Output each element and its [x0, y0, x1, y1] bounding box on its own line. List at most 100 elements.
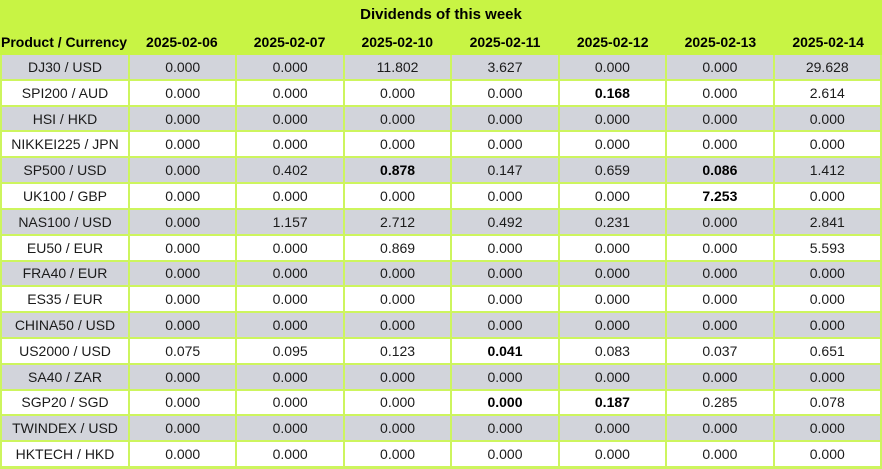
dividend-cell: 0.083: [559, 338, 666, 363]
dividend-cell: 11.802: [344, 55, 451, 79]
dividend-cell: 0.000: [452, 442, 558, 466]
dividend-cell: 0.000: [667, 235, 773, 260]
dividend-cell: 0.000: [130, 132, 236, 157]
product-currency-header: Product / Currency: [0, 33, 128, 50]
dividend-cell: 0.000: [237, 132, 343, 157]
dividend-cell: 0.000: [130, 55, 236, 79]
dividend-cell: 0.187: [559, 390, 666, 415]
dividend-cell: 3.627: [452, 55, 558, 79]
dividend-cell: 0.000: [774, 106, 880, 131]
dividend-cell: 0.000: [130, 390, 236, 415]
dividend-cell: 0.000: [774, 132, 880, 157]
dividend-cell: 0.075: [130, 338, 236, 363]
dividend-cell: 0.086: [667, 158, 773, 183]
dividend-cell: 0.231: [559, 209, 666, 234]
dividend-cell: 0.000: [130, 106, 236, 131]
dividend-cell: 0.000: [559, 132, 666, 157]
dividend-cell: 0.000: [559, 287, 666, 312]
dividend-cell: 0.000: [130, 416, 236, 441]
dividend-cell: 0.123: [344, 338, 451, 363]
date-header: 2025-02-14: [792, 33, 864, 50]
dividend-cell: 0.000: [774, 364, 880, 389]
dividend-cell: 0.000: [667, 80, 773, 105]
dividend-cell: 0.000: [237, 442, 343, 466]
dividend-cell: 0.000: [130, 364, 236, 389]
dividend-cell: 0.000: [774, 184, 880, 208]
dividend-cell: 0.000: [667, 364, 773, 389]
dividend-cell: 0.000: [130, 235, 236, 260]
dividend-cell: 0.000: [344, 390, 451, 415]
dividend-cell: 0.000: [667, 132, 773, 157]
dividend-cell: 0.000: [559, 364, 666, 389]
dividend-cell: 1.157: [237, 209, 343, 234]
dividend-cell: 0.000: [130, 287, 236, 312]
table-body: DJ30 / USD 0.000 0.000 11.802 3.627 0.000 0.00…: [0, 55, 882, 469]
dividend-cell: 0.095: [237, 338, 343, 363]
dividend-cell: 0.000: [130, 80, 236, 105]
dividend-cell: 0.000: [130, 209, 236, 234]
dividend-cell: 0.000: [452, 390, 558, 415]
dividend-cell: 0.000: [559, 184, 666, 208]
dividend-cell: 0.000: [237, 55, 343, 79]
date-header: 2025-02-07: [253, 33, 326, 50]
date-header: 2025-02-13: [684, 33, 757, 50]
dividend-cell: 0.041: [452, 338, 558, 363]
dividend-cell: 0.078: [774, 390, 880, 415]
dividend-cell: 0.651: [774, 338, 880, 363]
dividend-cell: 0.000: [237, 184, 343, 208]
dividend-cell: 0.000: [452, 261, 558, 286]
dividend-cell: 0.000: [344, 80, 451, 105]
dividend-cell: 0.000: [130, 158, 236, 183]
header-row: Product / Currency 2025-02-06 2025-02-07 2…: [0, 28, 882, 55]
product-cell: ES35 / EUR: [2, 287, 128, 312]
dividend-cell: 0.000: [344, 287, 451, 312]
dividend-cell: 5.593: [774, 235, 880, 260]
dividend-cell: 0.000: [130, 313, 236, 337]
date-header: 2025-02-12: [576, 33, 649, 50]
product-cell: US2000 / USD: [2, 338, 128, 363]
dividend-cell: 2.614: [774, 80, 880, 105]
dividend-cell: 7.253: [667, 184, 773, 208]
dividend-cell: 0.000: [452, 364, 558, 389]
dividend-cell: 0.000: [774, 313, 880, 337]
dividend-cell: 0.000: [774, 261, 880, 286]
dividend-cell: 0.000: [559, 416, 666, 441]
dividend-cell: 0.000: [452, 132, 558, 157]
product-cell: SA40 / ZAR: [2, 364, 128, 389]
dividend-cell: 0.000: [344, 184, 451, 208]
product-cell: SGP20 / SGD: [2, 390, 128, 415]
dividend-cell: 0.000: [344, 364, 451, 389]
dividend-cell: 0.000: [667, 313, 773, 337]
dividend-cell: 0.000: [559, 55, 666, 79]
dividend-cell: 0.492: [452, 209, 558, 234]
dividend-cell: 0.000: [237, 313, 343, 337]
dividend-cell: 0.000: [667, 416, 773, 441]
dividend-cell: 0.168: [559, 80, 666, 105]
dividend-cell: 0.000: [559, 261, 666, 286]
dividend-cell: 0.000: [667, 442, 773, 466]
dividend-cell: 0.000: [667, 287, 773, 312]
dividend-cell: 0.869: [344, 235, 451, 260]
dividend-cell: 0.000: [559, 442, 666, 466]
dividend-cell: 0.000: [559, 313, 666, 337]
dividend-cell: 0.659: [559, 158, 666, 183]
dividend-cell: 0.000: [344, 261, 451, 286]
dividend-cell: 0.000: [237, 261, 343, 286]
product-cell: HKTECH / HKD: [2, 442, 128, 466]
dividend-cell: 0.000: [667, 209, 773, 234]
dividend-cell: 0.000: [452, 287, 558, 312]
product-cell: CHINA50 / USD: [2, 313, 128, 337]
dividend-cell: 0.000: [237, 364, 343, 389]
dividend-cell: 0.000: [559, 106, 666, 131]
dividend-cell: 0.000: [452, 235, 558, 260]
product-cell: UK100 / GBP: [2, 184, 128, 208]
dividend-cell: 0.000: [452, 313, 558, 337]
dividend-cell: 0.000: [774, 287, 880, 312]
dividend-cell: 0.000: [667, 261, 773, 286]
dividend-cell: 29.628: [774, 55, 880, 79]
date-header: 2025-02-10: [361, 33, 434, 50]
dividend-cell: 0.285: [667, 390, 773, 415]
dividend-cell: 0.147: [452, 158, 558, 183]
product-cell: DJ30 / USD: [2, 55, 128, 79]
dividend-cell: 0.000: [344, 313, 451, 337]
